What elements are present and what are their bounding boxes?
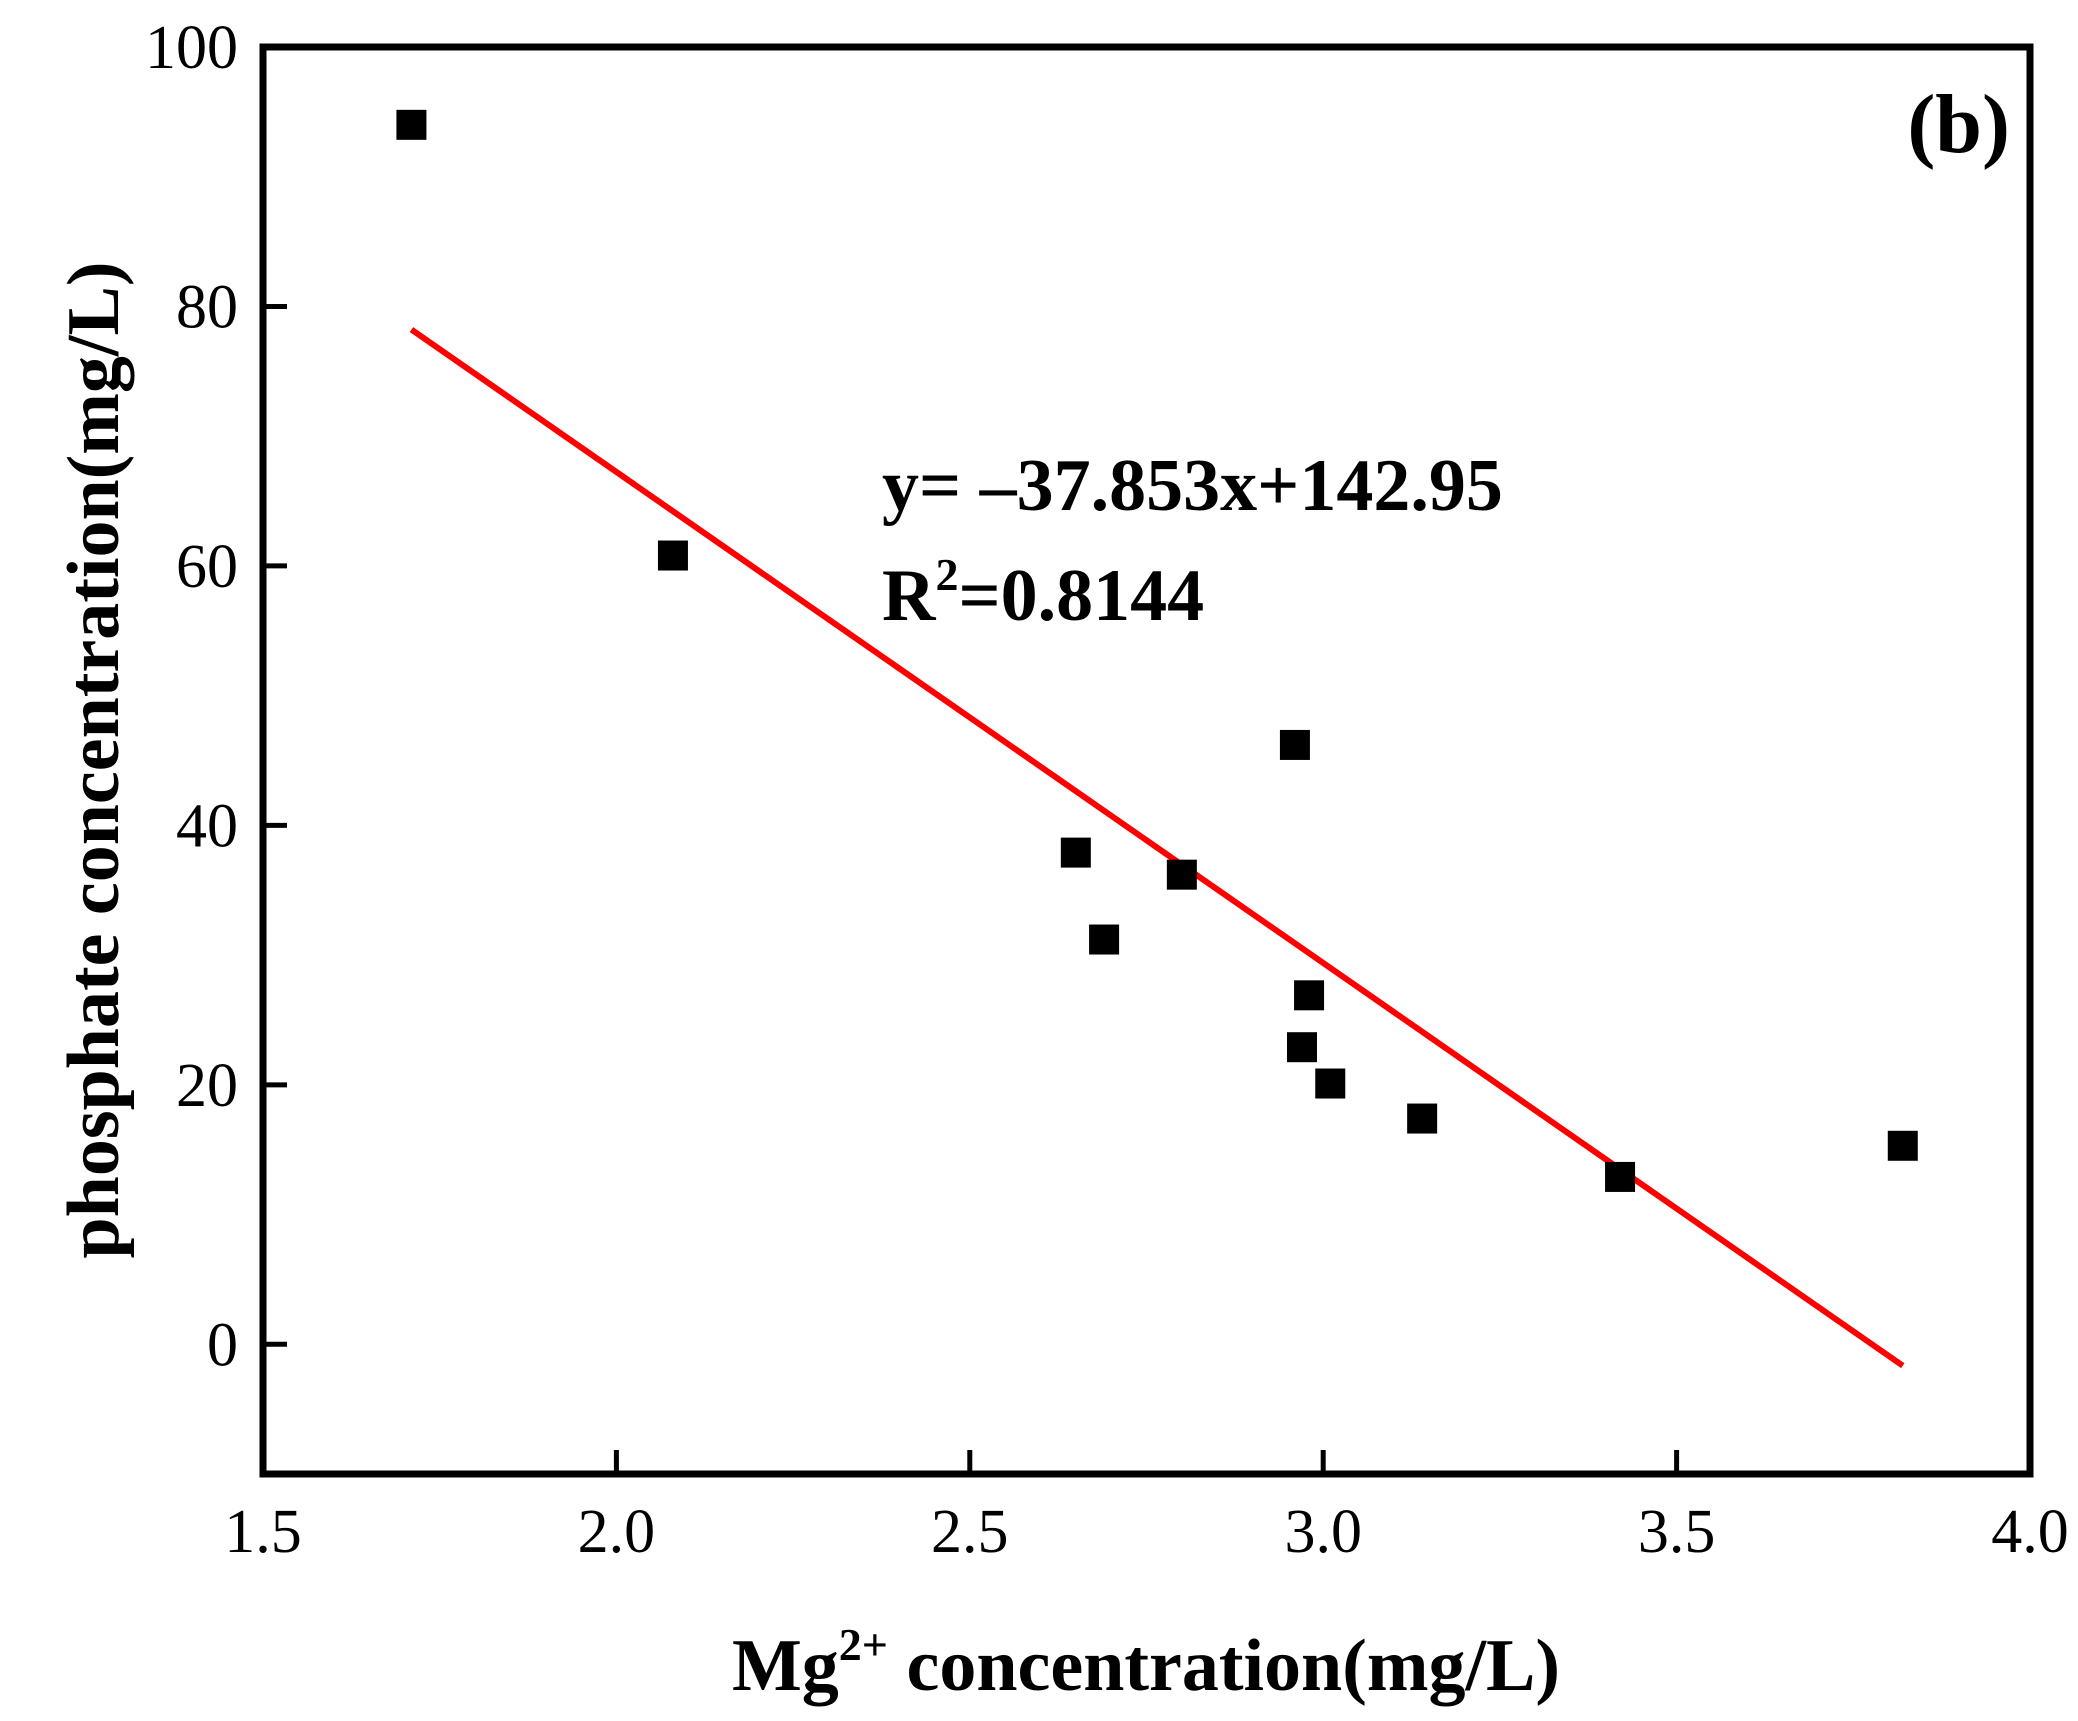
y-tick-label: 40	[176, 792, 238, 860]
x-tick-label: 3.0	[1284, 1498, 1362, 1566]
data-point	[1315, 1068, 1346, 1099]
axis-ticks	[260, 44, 2033, 1474]
data-point	[1166, 859, 1197, 890]
panel-label: (b)	[1907, 78, 2010, 171]
tick-labels: 1.5 2.0 2.5 3.0 3.5 4.0 0 20 40 60 80 100	[145, 14, 2069, 1566]
data-point	[1294, 980, 1325, 1011]
data-points	[396, 109, 1918, 1192]
data-point	[1887, 1130, 1918, 1161]
data-point	[657, 540, 688, 571]
y-tick-label: 100	[145, 14, 238, 82]
r-squared-label: R2=0.8144	[882, 549, 1204, 637]
r-squared-value: =0.8144	[958, 555, 1204, 637]
r-squared-prefix: R	[882, 555, 937, 637]
x-tick-label: 1.5	[224, 1498, 302, 1566]
x-axis-title-superscript: 2+	[839, 1619, 888, 1670]
y-tick-label: 80	[176, 273, 238, 341]
regression-equation: y= –37.853x+142.95	[882, 445, 1503, 527]
x-tick-label: 4.0	[1991, 1498, 2069, 1566]
x-tick-label: 2.5	[931, 1498, 1009, 1566]
x-axis-title-main: Mg	[732, 1625, 839, 1707]
x-axis-title-rest: concentration(mg/L)	[888, 1625, 1560, 1707]
data-point	[1605, 1161, 1636, 1192]
regression-layer	[409, 327, 1905, 1369]
plot-frame	[259, 43, 2034, 1478]
regression-line	[409, 327, 1905, 1369]
data-point	[1089, 924, 1120, 955]
data-point	[1286, 1032, 1317, 1063]
y-tick-label: 20	[176, 1052, 238, 1120]
x-axis-title: Mg2+ concentration(mg/L)	[732, 1619, 1560, 1707]
x-tick-label: 2.0	[578, 1498, 656, 1566]
data-point	[1407, 1103, 1438, 1134]
y-tick-label: 60	[176, 533, 238, 601]
data-point	[1279, 729, 1310, 760]
x-tick-label: 3.5	[1638, 1498, 1716, 1566]
data-point	[1060, 837, 1091, 868]
r-squared-superscript: 2	[935, 549, 958, 600]
y-tick-label: 0	[207, 1311, 238, 1379]
y-axis-title: phosphate concentration(mg/L)	[53, 262, 135, 1259]
data-point	[396, 109, 427, 140]
